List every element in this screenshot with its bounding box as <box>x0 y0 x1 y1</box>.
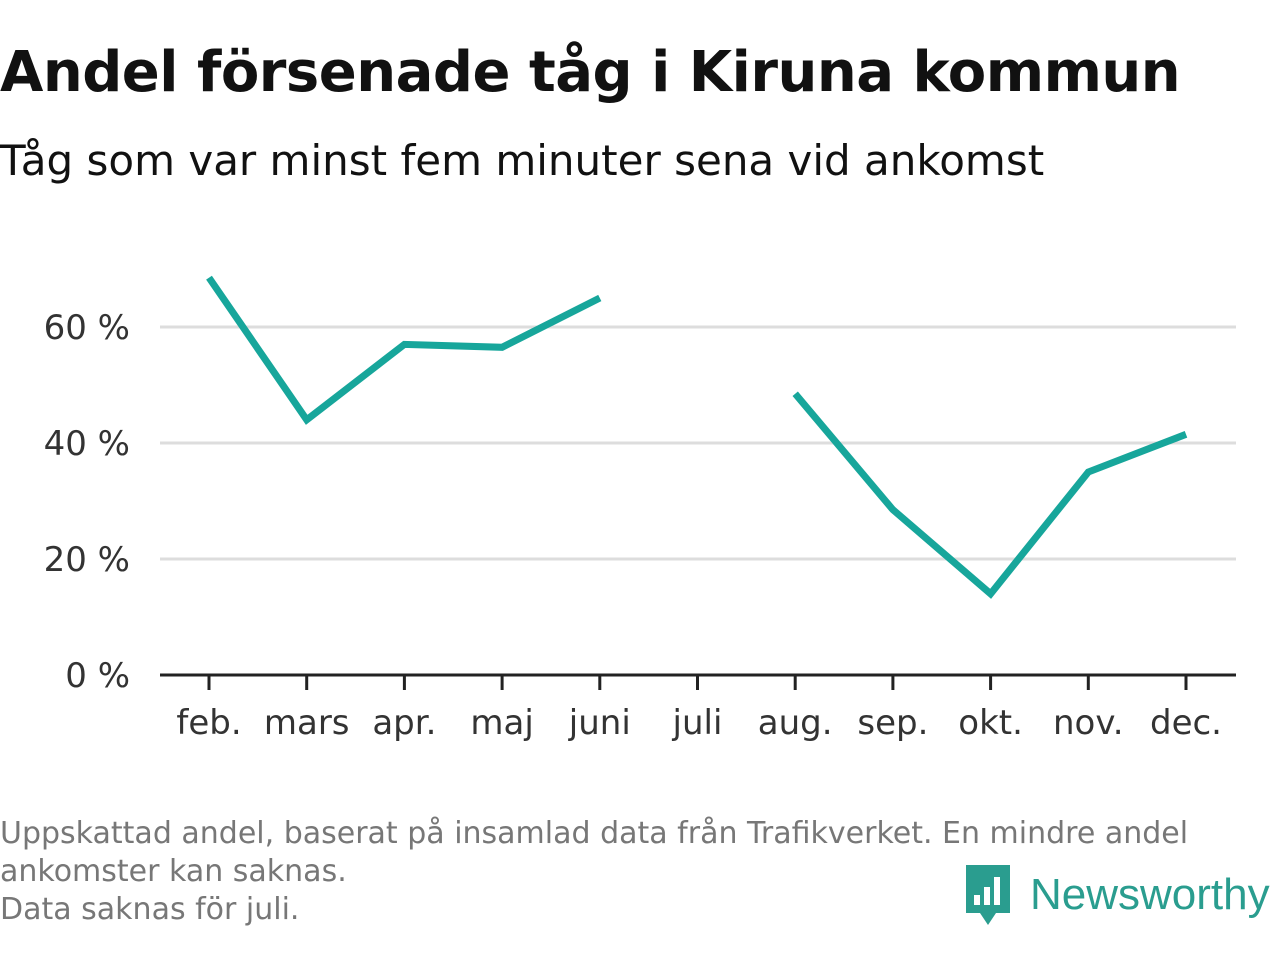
x-tick-label: juni <box>568 703 631 743</box>
line-chart: 0 % 20 % 40 % 60 % feb. mars apr. maj juni juli a… <box>44 275 1236 743</box>
x-tick-label: feb. <box>176 703 241 743</box>
y-tick-label: 0 % <box>65 656 130 696</box>
x-tick-label: nov. <box>1053 703 1124 743</box>
chart-title: Andel försenade tåg i Kiruna kommun <box>0 40 1181 105</box>
x-tick-label: apr. <box>372 703 436 743</box>
series-line-segment <box>206 275 602 425</box>
gridlines <box>160 325 1236 561</box>
chart-subtitle: Tåg som var minst fem minuter sena vid a… <box>0 136 1045 185</box>
footer-source-note: Uppskattad andel, baserat på insamlad da… <box>0 816 1189 889</box>
data-series <box>206 275 1188 599</box>
series-line-segment <box>792 391 1188 599</box>
x-tick-label: dec. <box>1150 703 1222 743</box>
newsworthy-bar-chart-icon <box>966 865 1010 925</box>
x-tick-label: maj <box>470 703 533 743</box>
x-tick-label: sep. <box>857 703 928 743</box>
x-tick-label: mars <box>264 703 350 743</box>
y-tick-label: 20 % <box>44 540 130 580</box>
x-tick-label: juli <box>672 703 723 743</box>
x-axis: feb. mars apr. maj juni juli aug. sep. okt. nov. d… <box>160 673 1236 743</box>
x-tick-label: okt. <box>958 703 1023 743</box>
y-tick-label: 40 % <box>44 424 130 464</box>
brand-logo: Newsworthy <box>962 862 1270 928</box>
footer-missing-data-note: Data saknas för juli. <box>0 892 300 927</box>
y-axis-ticks: 0 % 20 % 40 % 60 % <box>44 308 130 696</box>
footer-note: Uppskattad andel, baserat på insamlad da… <box>0 815 1270 929</box>
x-tick-label: aug. <box>758 703 833 743</box>
brand-name: Newsworthy <box>1030 870 1270 919</box>
y-tick-label: 60 % <box>44 308 130 348</box>
